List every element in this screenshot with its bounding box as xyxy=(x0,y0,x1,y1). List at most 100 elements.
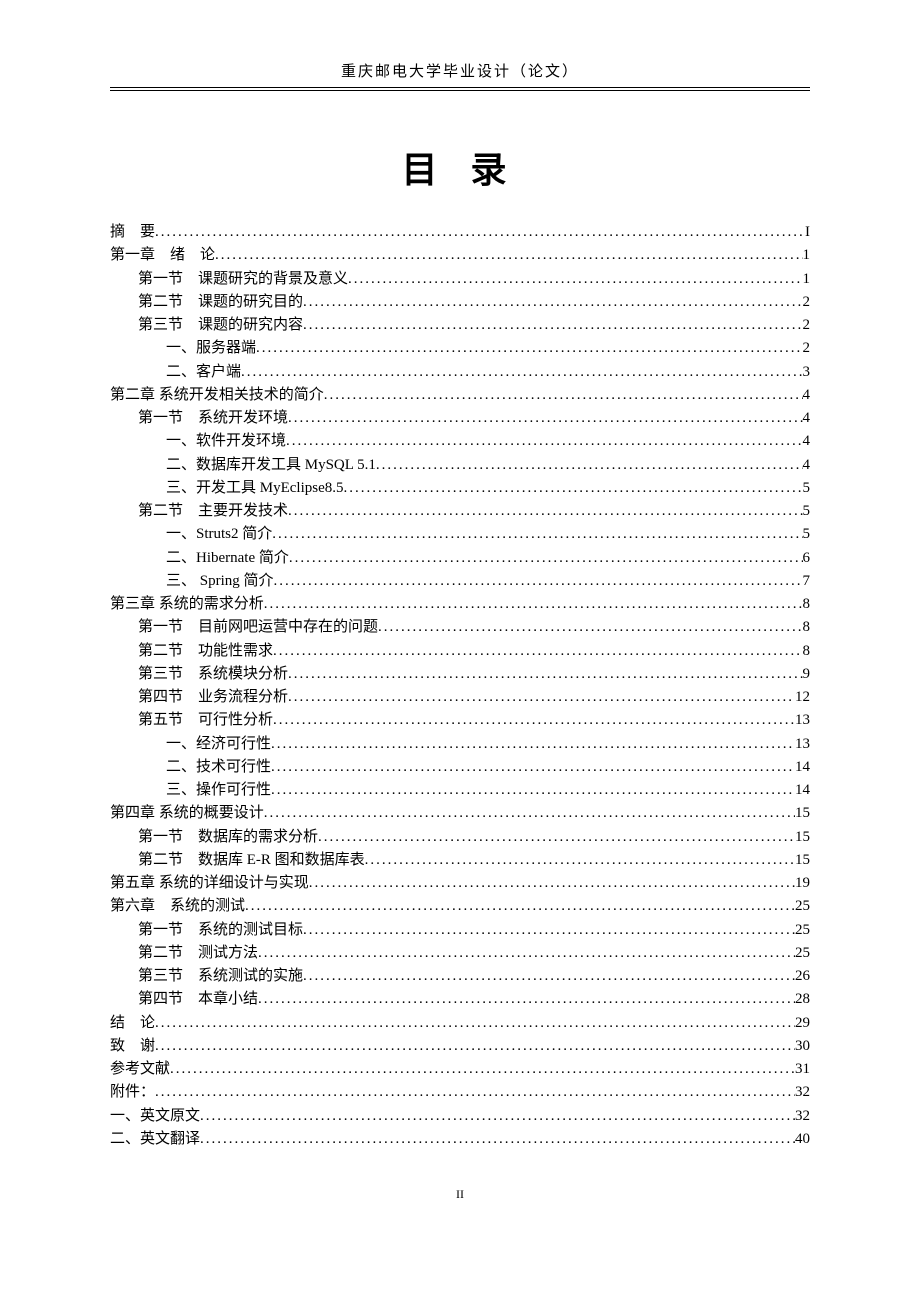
toc-entry-label: 结 论 xyxy=(110,1012,155,1035)
toc-leader-dots xyxy=(288,663,802,686)
toc-leader-dots xyxy=(286,430,802,453)
toc-leader-dots xyxy=(271,733,795,756)
toc-entry: 三、开发工具 MyEclipse8.5 5 xyxy=(110,477,810,500)
toc-entry: 二、技术可行性 14 xyxy=(110,756,810,779)
toc-entry-label: 第一章 绪 论 xyxy=(110,244,215,267)
toc-entry: 二、数据库开发工具 MySQL 5.14 xyxy=(110,454,810,477)
toc-leader-dots xyxy=(258,988,795,1011)
toc-entry-page: 7 xyxy=(803,570,811,593)
toc-entry: 第五章 系统的详细设计与实现19 xyxy=(110,872,810,895)
toc-entry: 第二章 系统开发相关技术的简介4 xyxy=(110,384,810,407)
toc-entry-page: 15 xyxy=(795,826,810,849)
toc-entry: 第一节 目前网吧运营中存在的问题8 xyxy=(110,616,810,639)
toc-entry-page: 15 xyxy=(795,802,810,825)
toc-entry-label: 第一节 课题研究的背景及意义 xyxy=(138,268,348,291)
toc-entry-page: 8 xyxy=(803,616,811,639)
toc-entry: 第二节 测试方法25 xyxy=(110,942,810,965)
toc-entry-label: 第二节 功能性需求 xyxy=(138,640,273,663)
toc-entry: 一、经济可行性 13 xyxy=(110,733,810,756)
toc-entry-page: 32 xyxy=(795,1081,810,1104)
toc-entry-page: 5 xyxy=(803,477,811,500)
toc-leader-dots xyxy=(318,826,795,849)
toc-entry-page: 1 xyxy=(803,268,811,291)
toc-entry: 第五节 可行性分析 13 xyxy=(110,709,810,732)
toc-leader-dots xyxy=(288,500,802,523)
toc-entry-label: 第二节 主要开发技术 xyxy=(138,500,288,523)
header-underline xyxy=(110,90,810,91)
toc-entry-label: 一、经济可行性 xyxy=(166,733,271,756)
toc-leader-dots xyxy=(309,872,795,895)
toc-entry-page: I xyxy=(805,221,810,244)
toc-entry-page: 2 xyxy=(803,291,811,314)
toc-leader-dots xyxy=(215,244,802,267)
toc-entry: 第一节 系统的测试目标25 xyxy=(110,919,810,942)
toc-entry-label: 第一节 数据库的需求分析 xyxy=(138,826,318,849)
toc-entry-label: 二、客户端 xyxy=(166,361,241,384)
toc-entry-label: 第六章 系统的测试 xyxy=(110,895,245,918)
toc-entry-label: 第四节 本章小结 xyxy=(138,988,258,1011)
toc-entry: 第三节 课题的研究内容2 xyxy=(110,314,810,337)
toc-entry-label: 第五节 可行性分析 xyxy=(138,709,273,732)
toc-entry-page: 4 xyxy=(803,407,811,430)
toc-entry-label: 二、英文翻译 xyxy=(110,1128,200,1151)
toc-entry-label: 第四章 系统的概要设计 xyxy=(110,802,264,825)
toc-entry: 第四章 系统的概要设计 15 xyxy=(110,802,810,825)
toc-entry: 一、Struts2 简介5 xyxy=(110,523,810,546)
toc-entry: 三、 Spring 简介7 xyxy=(110,570,810,593)
toc-entry-page: 31 xyxy=(795,1058,810,1081)
toc-leader-dots xyxy=(245,895,795,918)
toc-entry: 第三章 系统的需求分析8 xyxy=(110,593,810,616)
toc-entry-label: 二、技术可行性 xyxy=(166,756,271,779)
toc-entry-label: 一、服务器端 xyxy=(166,337,256,360)
toc-title: 目 录 xyxy=(110,141,810,193)
toc-entry-page: 13 xyxy=(795,709,810,732)
toc-entry-page: 8 xyxy=(803,640,811,663)
toc-leader-dots xyxy=(378,616,802,639)
toc-entry: 第四节 本章小结28 xyxy=(110,988,810,1011)
toc-entry-label: 参考文献 xyxy=(110,1058,170,1081)
toc-entry: 第二节 功能性需求 8 xyxy=(110,640,810,663)
toc-entry-page: 5 xyxy=(803,523,811,546)
toc-entry-page: 30 xyxy=(795,1035,810,1058)
toc-entry: 一、软件开发环境4 xyxy=(110,430,810,453)
toc-entry-label: 附件： xyxy=(110,1081,155,1104)
toc-entry-page: 26 xyxy=(795,965,810,988)
toc-entry-page: 1 xyxy=(803,244,811,267)
toc-entry-label: 一、软件开发环境 xyxy=(166,430,286,453)
toc-leader-dots xyxy=(303,314,802,337)
page-footer: II xyxy=(0,1187,920,1202)
toc-leader-dots xyxy=(241,361,802,384)
toc-leader-dots xyxy=(303,965,795,988)
toc-entry-page: 6 xyxy=(803,547,811,570)
toc-entry-page: 12 xyxy=(795,686,810,709)
toc-leader-dots xyxy=(256,337,802,360)
toc-entry-label: 致 谢 xyxy=(110,1035,155,1058)
toc-entry-page: 3 xyxy=(803,361,811,384)
toc-leader-dots xyxy=(264,802,795,825)
toc-leader-dots xyxy=(274,570,803,593)
toc-entry: 第一章 绪 论 1 xyxy=(110,244,810,267)
toc-leader-dots xyxy=(155,1081,795,1104)
toc-entry-page: 9 xyxy=(803,663,811,686)
toc-entry-page: 13 xyxy=(795,733,810,756)
toc-entry: 第一节 数据库的需求分析 15 xyxy=(110,826,810,849)
toc-leader-dots xyxy=(272,523,802,546)
toc-leader-dots xyxy=(303,919,795,942)
toc-entry: 二、英文翻译 40 xyxy=(110,1128,810,1151)
toc-entry-page: 5 xyxy=(803,500,811,523)
toc-leader-dots xyxy=(200,1128,795,1151)
toc-entry-page: 2 xyxy=(803,337,811,360)
toc-leader-dots xyxy=(303,291,802,314)
toc-entry: 参考文献 31 xyxy=(110,1058,810,1081)
toc-entry-page: 14 xyxy=(795,756,810,779)
toc-entry-page: 25 xyxy=(795,919,810,942)
toc-entry-page: 4 xyxy=(803,384,811,407)
toc-entry-label: 三、开发工具 MyEclipse8.5 xyxy=(166,477,344,500)
toc-entry-page: 32 xyxy=(795,1105,810,1128)
toc-entry: 第二节 数据库 E-R 图和数据库表15 xyxy=(110,849,810,872)
toc-leader-dots xyxy=(155,1012,795,1035)
toc-entry-page: 40 xyxy=(795,1128,810,1151)
toc-leader-dots xyxy=(348,268,802,291)
toc-entry-label: 二、Hibernate 简介 xyxy=(166,547,289,570)
toc-entry-label: 二、数据库开发工具 MySQL 5.1 xyxy=(166,454,376,477)
